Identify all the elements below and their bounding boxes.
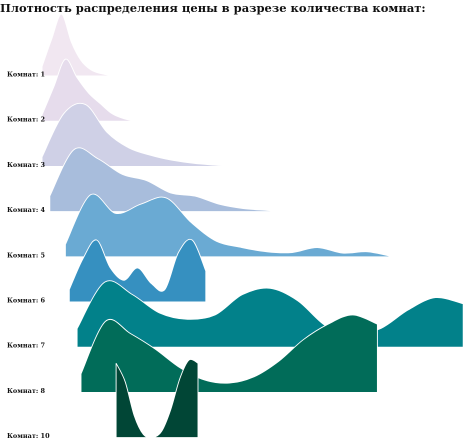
ridge-7 xyxy=(76,280,464,348)
ridge-5 xyxy=(64,193,394,258)
ridge-1 xyxy=(41,13,121,77)
row-label: Комнат: 5 xyxy=(7,251,46,259)
chart-title: Плотность распределения цены в разрезе к… xyxy=(0,1,426,15)
ridge-9 xyxy=(115,358,199,439)
row-label: Комнат: 1 xyxy=(7,71,45,79)
row-label: Комнат: 10 xyxy=(7,432,50,440)
ridge-2 xyxy=(41,58,136,122)
row-label: Комнат: 2 xyxy=(7,116,45,124)
ridge-4 xyxy=(49,147,292,213)
row-label: Комнат: 4 xyxy=(7,206,46,214)
row-label: Комнат: 8 xyxy=(7,387,46,395)
row-label: Комнат: 3 xyxy=(7,161,46,169)
ridge-3 xyxy=(41,102,238,167)
ridge-8 xyxy=(80,314,378,393)
row-label: Комнат: 6 xyxy=(7,297,46,305)
row-label: Комнат: 7 xyxy=(7,342,45,350)
